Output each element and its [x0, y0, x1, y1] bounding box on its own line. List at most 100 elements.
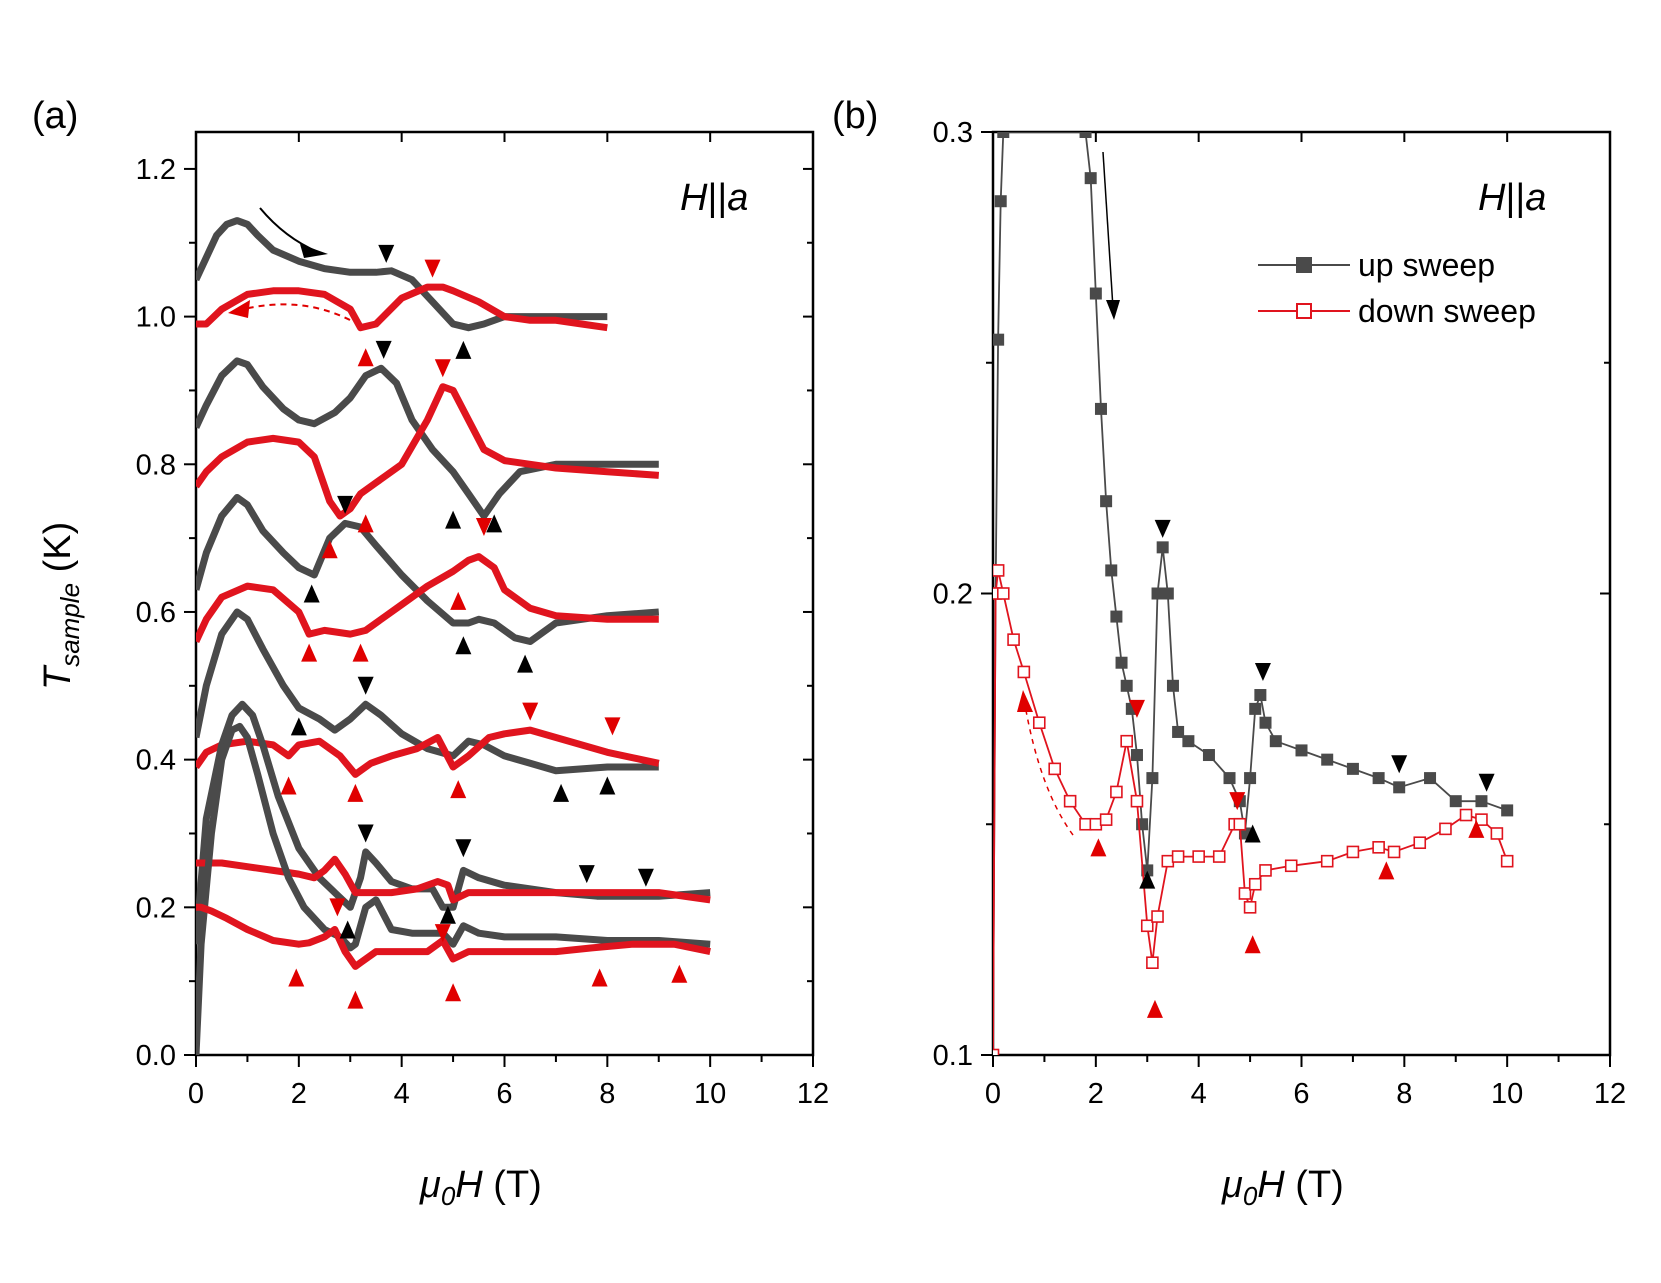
- marker-triangle-down: [1229, 792, 1246, 811]
- data-point-up: [1393, 781, 1406, 794]
- sweep-arrow-up-head: [300, 244, 328, 258]
- legend-down-label: down sweep: [1358, 293, 1536, 329]
- marker-triangle-down: [357, 676, 374, 695]
- data-point-up: [1295, 744, 1308, 757]
- x-tick-label: 6: [496, 1078, 512, 1110]
- series-line-down: [196, 553, 659, 643]
- marker-triangle-up: [339, 920, 356, 939]
- data-point-up: [1161, 587, 1174, 600]
- marker-triangle-up: [450, 780, 467, 799]
- panel-a-y-axis-title: Tsample (K): [37, 522, 85, 690]
- data-point-up: [1100, 495, 1113, 508]
- marker-triangle-up: [553, 783, 570, 802]
- y-tick-label: 0.1: [933, 1040, 973, 1072]
- marker-triangle-up: [591, 968, 608, 987]
- x-tick-label: 6: [1293, 1078, 1309, 1110]
- marker-triangle-down: [424, 259, 441, 278]
- data-point-down: [1243, 901, 1257, 914]
- marker-triangle-up: [357, 348, 374, 367]
- data-point-down: [1171, 850, 1185, 863]
- data-point-down: [1099, 813, 1113, 826]
- data-point-down: [1151, 910, 1164, 923]
- marker-triangle-up: [445, 510, 462, 529]
- panel-b: (b) 0 2 4 6 8 10 12 0.1 0.2 0.3 H||a μ0H (T) up s…: [832, 95, 1626, 1211]
- marker-triangle-up: [599, 776, 616, 795]
- data-point-down: [1146, 956, 1159, 970]
- marker-triangle-up: [455, 636, 472, 655]
- sweep-arrow-up: [1102, 151, 1114, 309]
- data-point-down: [1110, 785, 1123, 799]
- data-point-up: [1202, 749, 1215, 762]
- x-tick-label: 4: [1191, 1078, 1207, 1110]
- marker-triangle-down: [637, 868, 654, 887]
- marker-triangle-up: [347, 783, 364, 802]
- data-point-up: [997, 132, 1010, 138]
- series-line-down: [196, 855, 711, 904]
- marker-triangle-down: [375, 340, 392, 359]
- sweep-arrow-down-head: [1017, 690, 1033, 712]
- marker-triangle-up: [321, 540, 338, 559]
- marker-triangle-up: [357, 514, 374, 533]
- data-point-up: [1254, 689, 1267, 702]
- data-point-down: [1140, 919, 1154, 933]
- data-point-down: [1490, 827, 1504, 840]
- marker-triangle-up: [1244, 935, 1261, 954]
- data-point-down: [1320, 854, 1334, 868]
- marker-triangle-down: [1154, 519, 1171, 538]
- data-point-up: [1182, 735, 1195, 748]
- x-tick-label: 2: [1088, 1078, 1104, 1110]
- series-line-up: [196, 494, 660, 645]
- data-point-up: [1321, 753, 1334, 766]
- data-point-down: [1007, 633, 1020, 646]
- x-tick-label: 2: [291, 1078, 307, 1110]
- y-tick-label: 0.0: [136, 1040, 176, 1072]
- data-point-down: [996, 587, 1010, 600]
- panel-b-label: (b): [832, 95, 878, 137]
- marker-triangle-up: [445, 983, 462, 1002]
- data-point-up: [1120, 679, 1133, 692]
- panel-a-annotation: H||a: [680, 177, 748, 219]
- marker-triangle-down: [1254, 662, 1271, 681]
- data-point-down: [1017, 665, 1031, 679]
- data-point-up: [1146, 772, 1159, 785]
- data-point-down: [1212, 850, 1226, 863]
- marker-triangle-down: [434, 924, 451, 943]
- data-point-up: [1269, 735, 1282, 748]
- x-tick-label: 0: [985, 1078, 1001, 1110]
- data-point-up: [1079, 132, 1092, 138]
- data-point-up: [1141, 864, 1154, 877]
- data-point-down: [1346, 845, 1360, 859]
- marker-triangle-down: [604, 717, 621, 736]
- y-tick-label: 0.4: [136, 745, 176, 777]
- data-point-down: [1032, 716, 1046, 730]
- data-point-up: [1449, 795, 1462, 808]
- data-point-down: [1130, 794, 1144, 808]
- data-point-down: [1089, 817, 1103, 831]
- sweep-arrow-down: [239, 303, 351, 321]
- y-tick-label: 0.8: [136, 449, 176, 481]
- series-line-down: [196, 383, 660, 520]
- x-tick-label: 10: [1491, 1078, 1523, 1110]
- marker-triangle-up: [290, 717, 307, 736]
- x-tick-label: 8: [1396, 1078, 1412, 1110]
- marker-triangle-down: [378, 244, 395, 263]
- y-tick-label: 0.6: [136, 597, 176, 629]
- data-point-up: [1156, 541, 1169, 554]
- data-point-up: [1223, 772, 1236, 785]
- data-point-down: [1233, 817, 1247, 831]
- series-line-up: [196, 722, 711, 1055]
- panel-a-plot: 0 2 4 6 8 10 12 0.0 0.2 0.4 0.6 0.8 1.0 1.2: [136, 130, 829, 1110]
- marker-triangle-up: [301, 643, 318, 662]
- panel-b-x-axis-title: μ0H (T): [1221, 1164, 1344, 1211]
- marker-triangle-up: [1146, 999, 1163, 1018]
- y-tick-label: 0.2: [136, 892, 176, 924]
- series-group: [196, 217, 711, 1055]
- data-point-up: [1115, 656, 1128, 669]
- data-point-up: [1244, 772, 1257, 785]
- data-point-down: [1500, 854, 1514, 868]
- data-point-up: [1130, 749, 1143, 762]
- y-tick-label: 0.2: [933, 579, 973, 611]
- data-point-up: [1105, 564, 1118, 577]
